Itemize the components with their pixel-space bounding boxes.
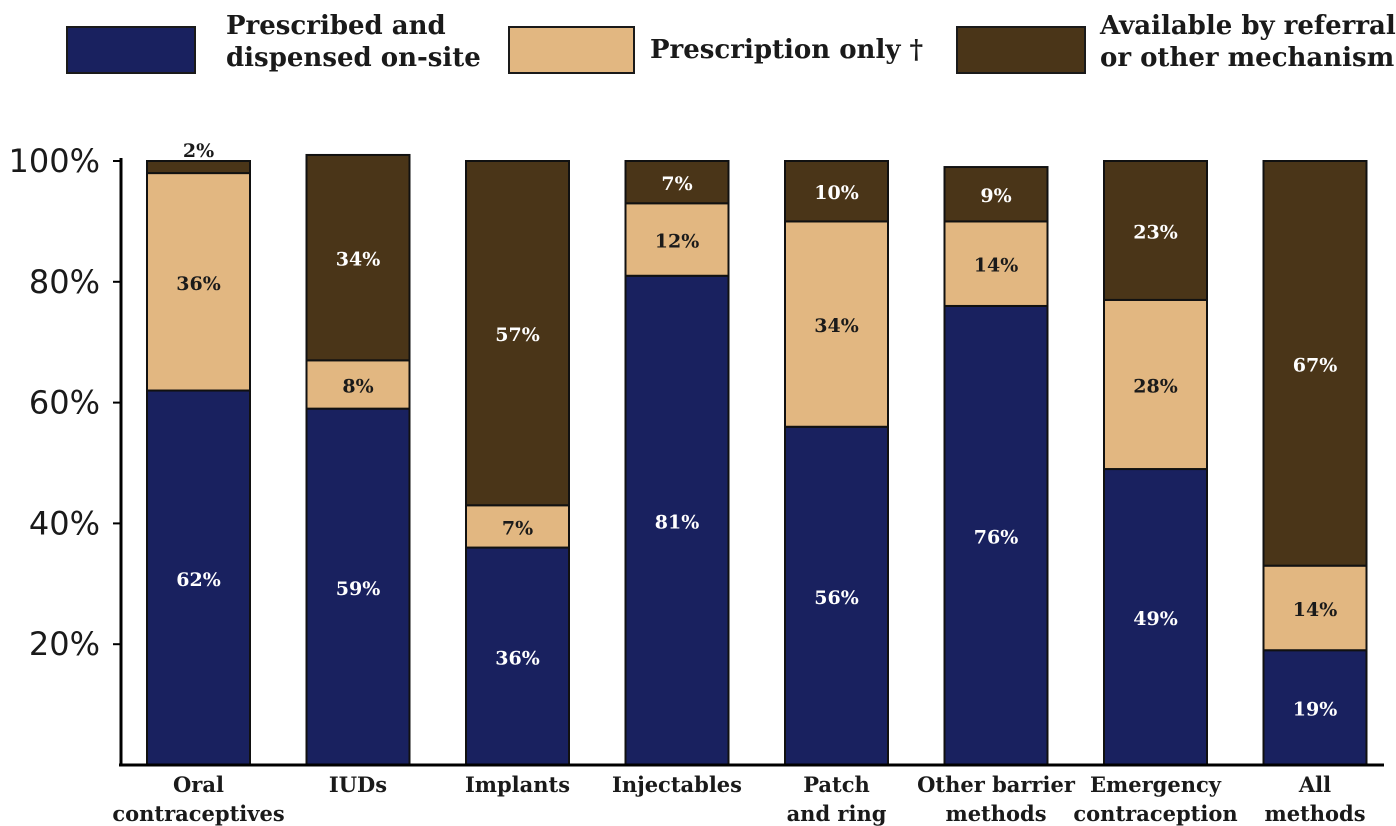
legend-label-line: or other mechanism xyxy=(1100,43,1395,73)
segment-labels-group: 62% 36% 2% 59% 8% 34% 36% 7% 57% 81% 12% 7% 56% 34% 10… xyxy=(176,140,1337,721)
segment-value-label: 81% xyxy=(655,511,700,533)
x-tick-label: methods xyxy=(1264,801,1365,826)
bar-segment xyxy=(1103,298,1208,471)
segment-value-label: 36% xyxy=(495,647,540,669)
legend-label-prescribed-on-site: Prescribed and dispensed on-site xyxy=(226,10,481,74)
segment-value-label: 34% xyxy=(814,315,859,337)
bar-segment xyxy=(305,153,411,362)
bar-segment xyxy=(465,160,570,507)
x-tick-label: Emergency xyxy=(1090,772,1222,797)
segment-value-label: 34% xyxy=(336,249,381,271)
bar-segment xyxy=(146,160,251,175)
axes-group xyxy=(119,158,1384,767)
legend-label-prescription-only: Prescription only † xyxy=(650,34,923,66)
segment-value-label: 10% xyxy=(814,182,859,204)
segment-value-label: 7% xyxy=(502,517,533,539)
bar-segment xyxy=(1103,160,1208,301)
bar-segment xyxy=(624,202,730,277)
segment-value-label: 2% xyxy=(183,140,214,162)
x-tick-label: Oral xyxy=(173,772,224,797)
segment-value-label: 59% xyxy=(336,578,381,600)
segment-value-label: 14% xyxy=(974,255,1019,277)
legend-swatch-prescription-only xyxy=(508,26,635,74)
x-tick-label: Injectables xyxy=(612,772,742,797)
bar-segment xyxy=(465,504,570,549)
bar-segment xyxy=(784,160,889,223)
bar-segment xyxy=(1262,649,1368,766)
y-tick-label: 20% xyxy=(29,625,100,663)
bar-segment xyxy=(784,425,889,766)
x-tick-label: Implants xyxy=(465,772,570,797)
bar-segment xyxy=(146,172,251,392)
bars-group xyxy=(146,153,1368,766)
y-ticks-group: 20% 40% 60% 80% 100% xyxy=(9,142,121,663)
segment-value-label: 62% xyxy=(176,569,221,591)
segment-value-label: 36% xyxy=(176,273,221,295)
segment-value-label: 19% xyxy=(1293,699,1338,721)
x-tick-label: All xyxy=(1298,772,1331,797)
bar-segment xyxy=(465,546,570,766)
x-tick-label: IUDs xyxy=(329,772,387,797)
legend-label-line: Prescribed and xyxy=(226,11,446,41)
segment-value-label: 67% xyxy=(1293,354,1338,376)
segment-value-label: 8% xyxy=(342,375,373,397)
bar-segment xyxy=(624,160,730,205)
segment-value-label: 14% xyxy=(1293,599,1338,621)
legend-label-line: Prescription only † xyxy=(650,35,924,65)
segment-value-label: 56% xyxy=(814,587,859,609)
y-tick-label: 40% xyxy=(29,504,100,542)
x-tick-label: contraception xyxy=(1073,801,1237,826)
bar-segment xyxy=(784,220,889,428)
legend-label-referral: Available by referral or other mechanism xyxy=(1100,10,1396,74)
legend-swatch-prescribed-on-site xyxy=(66,26,196,74)
segment-value-label: 76% xyxy=(974,526,1019,548)
bar-segment xyxy=(943,304,1049,766)
legend-label-line: Available by referral xyxy=(1100,11,1396,41)
legend-label-line: dispensed on-site xyxy=(226,43,481,73)
x-labels-group: Oral contraceptives IUDs Implants Injectable… xyxy=(112,772,1365,826)
segment-value-label: 57% xyxy=(495,324,540,346)
segment-value-label: 28% xyxy=(1133,375,1178,397)
bar-segment xyxy=(1262,160,1368,567)
y-tick-label: 80% xyxy=(29,263,100,301)
bar-segment xyxy=(1103,468,1208,766)
segment-value-label: 9% xyxy=(980,185,1011,207)
x-tick-label: and ring xyxy=(787,801,887,826)
segment-value-label: 7% xyxy=(661,173,692,195)
y-tick-label: 60% xyxy=(29,384,100,422)
segment-value-label: 23% xyxy=(1133,221,1178,243)
bar-segment xyxy=(305,359,411,410)
bar-segment xyxy=(943,166,1049,223)
bar-segment xyxy=(943,220,1049,307)
x-tick-label: Other barrier xyxy=(917,772,1076,797)
legend-swatch-referral xyxy=(956,26,1086,74)
bar-segment xyxy=(146,389,251,766)
x-tick-label: Patch xyxy=(803,772,870,797)
segment-value-label: 12% xyxy=(655,231,700,253)
segment-value-label: 49% xyxy=(1133,608,1178,630)
x-tick-label: methods xyxy=(945,801,1046,826)
x-tick-label: contraceptives xyxy=(112,801,284,826)
y-tick-label: 100% xyxy=(9,142,100,180)
